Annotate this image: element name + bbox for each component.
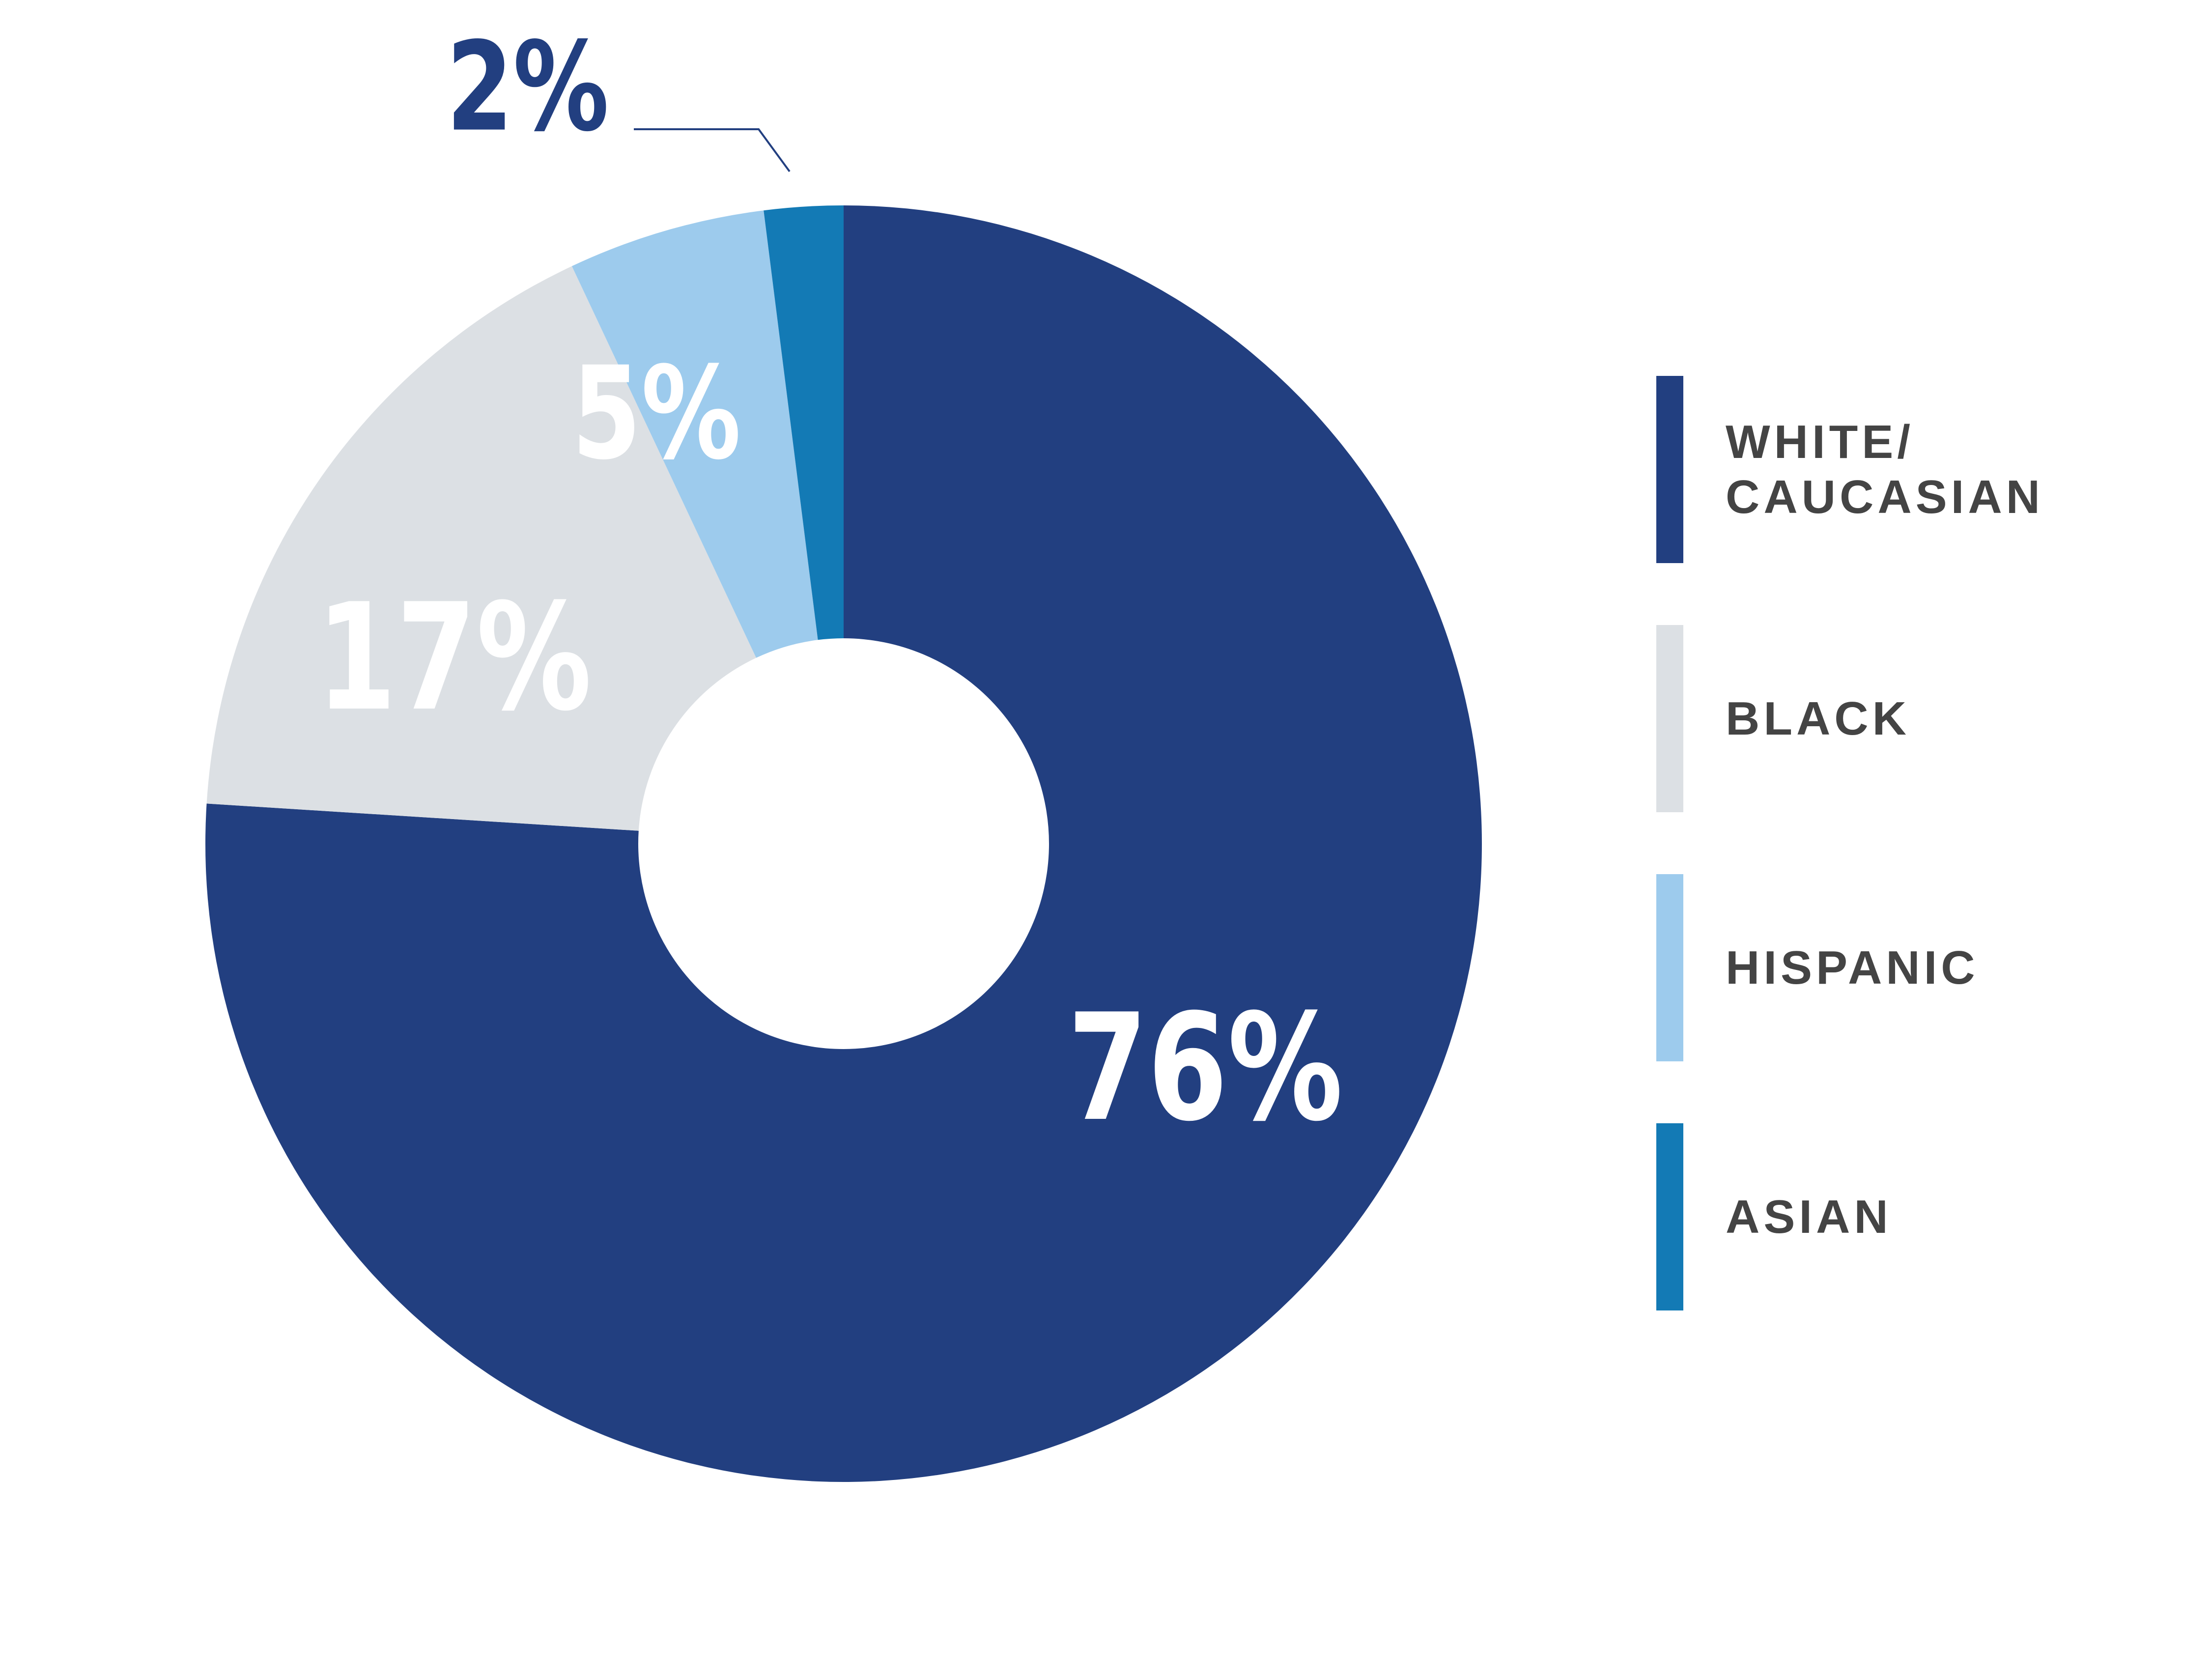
legend-label: BLACK (1726, 692, 1910, 745)
value-label: 17% (316, 572, 592, 743)
donut-segment (206, 266, 757, 831)
value-label: 5% (572, 339, 741, 487)
legend-item: WHITE/ CAUCASIAN (1656, 376, 2148, 563)
legend-label: WHITE/ CAUCASIAN (1726, 415, 2044, 523)
legend-swatch (1656, 625, 1683, 812)
value-label: 76% (1068, 982, 1343, 1154)
donut-segment (764, 205, 844, 640)
legend-label: ASIAN (1726, 1190, 1892, 1243)
legend-swatch (1656, 874, 1683, 1061)
value-label: 2% (446, 16, 609, 159)
leader-line (634, 128, 791, 172)
legend-swatch (1656, 1123, 1683, 1310)
legend-item: ASIAN (1656, 1123, 2148, 1310)
donut-segment (571, 210, 818, 658)
donut-segment (205, 205, 1482, 1482)
legend-swatch (1656, 376, 1683, 563)
legend-label: HISPANIC (1726, 941, 1979, 994)
legend-item: BLACK (1656, 625, 2148, 812)
legend-item: HISPANIC (1656, 874, 2148, 1061)
